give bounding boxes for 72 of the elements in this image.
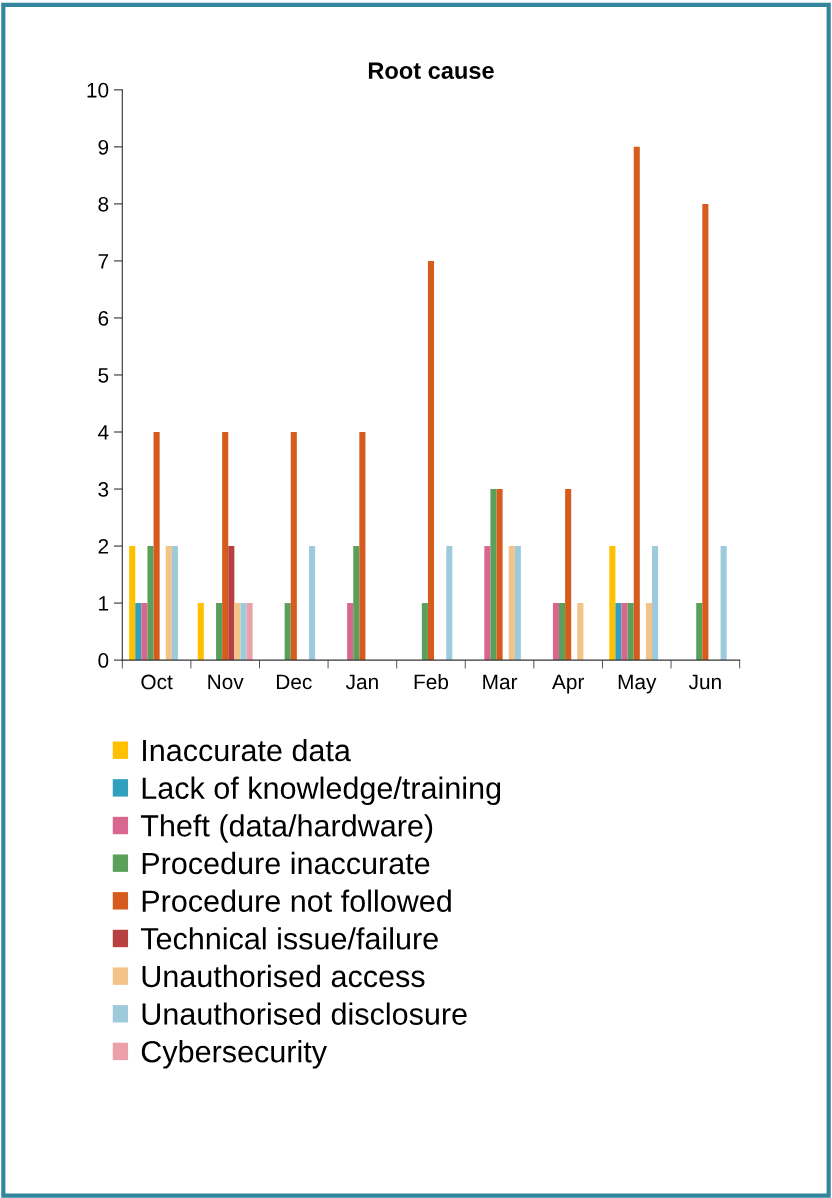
- bar: [421, 603, 428, 661]
- y-tick-label: 4: [98, 425, 109, 440]
- bar: [129, 546, 136, 661]
- bar: [153, 432, 160, 661]
- bar: [514, 546, 521, 661]
- y-tick-label: 2: [98, 539, 109, 554]
- y-tick-label: 8: [98, 196, 109, 212]
- bar: [353, 546, 360, 661]
- bar: [565, 489, 572, 661]
- y-tick-label: 9: [98, 139, 109, 155]
- legend-label: Technical issue/failure: [140, 927, 438, 950]
- x-tick-label: May: [618, 674, 657, 694]
- bar: [197, 603, 204, 661]
- x-tick-label: Jun: [688, 674, 721, 690]
- bar: [633, 146, 640, 661]
- x-tick-label: Oct: [141, 674, 173, 690]
- bar: [290, 432, 297, 661]
- bar: [216, 603, 223, 661]
- x-tick-label: Mar: [483, 674, 518, 690]
- bar: [284, 603, 291, 661]
- legend-label: Procedure not followed: [142, 889, 451, 912]
- bar: [702, 203, 709, 661]
- bar: [165, 546, 172, 661]
- bar: [246, 603, 253, 661]
- bar: [446, 546, 453, 661]
- bar: [621, 603, 628, 661]
- bar: [147, 546, 154, 661]
- bar: [490, 489, 497, 661]
- bar: [309, 546, 316, 661]
- x-tick-label: Apr: [552, 674, 585, 694]
- legend-label: Lack of knowledge/training: [142, 776, 501, 806]
- bar: [652, 546, 659, 661]
- x-tick-label: Nov: [208, 674, 244, 690]
- bar: [552, 603, 560, 661]
- x-tick-label: Dec: [276, 674, 312, 690]
- x-tick-label: Feb: [414, 673, 449, 690]
- bar: [222, 432, 229, 661]
- bar: [228, 546, 235, 661]
- bar: [359, 432, 366, 661]
- legend-label: Procedure inaccurate: [142, 851, 430, 875]
- bar: [720, 546, 727, 661]
- chart-title: Root cause: [368, 62, 494, 79]
- legend-label: Inaccurate data: [143, 738, 351, 762]
- bar: [141, 603, 148, 661]
- y-tick-label: 6: [98, 310, 109, 326]
- bar: [496, 489, 503, 661]
- bar: [347, 603, 354, 661]
- bar: [645, 603, 652, 661]
- bar: [234, 603, 241, 661]
- bar: [577, 603, 584, 661]
- bar: [508, 546, 515, 661]
- bar: [615, 603, 622, 661]
- bar: [171, 546, 178, 661]
- legend-label: Unauthorised disclosure: [142, 1002, 467, 1025]
- bar: [627, 603, 634, 661]
- legend-label: Theft (data/hardware): [140, 814, 433, 843]
- bar: [484, 546, 491, 661]
- y-tick-label: 10: [87, 82, 109, 98]
- y-tick-label: 1: [99, 596, 109, 611]
- bar: [427, 260, 435, 661]
- legend-label: Cybersecurity: [141, 1040, 327, 1069]
- x-tick-label: Jan: [345, 674, 378, 690]
- y-tick-label: 0: [98, 653, 109, 668]
- bar: [135, 603, 142, 661]
- bar: [609, 546, 616, 661]
- bar: [559, 603, 566, 661]
- y-tick-label: 7: [98, 254, 109, 269]
- bar: [240, 603, 247, 661]
- y-tick-label: 3: [98, 482, 109, 497]
- y-tick-label: 5: [98, 368, 109, 383]
- legend-label: Unauthorised access: [142, 964, 425, 988]
- bar: [696, 603, 703, 661]
